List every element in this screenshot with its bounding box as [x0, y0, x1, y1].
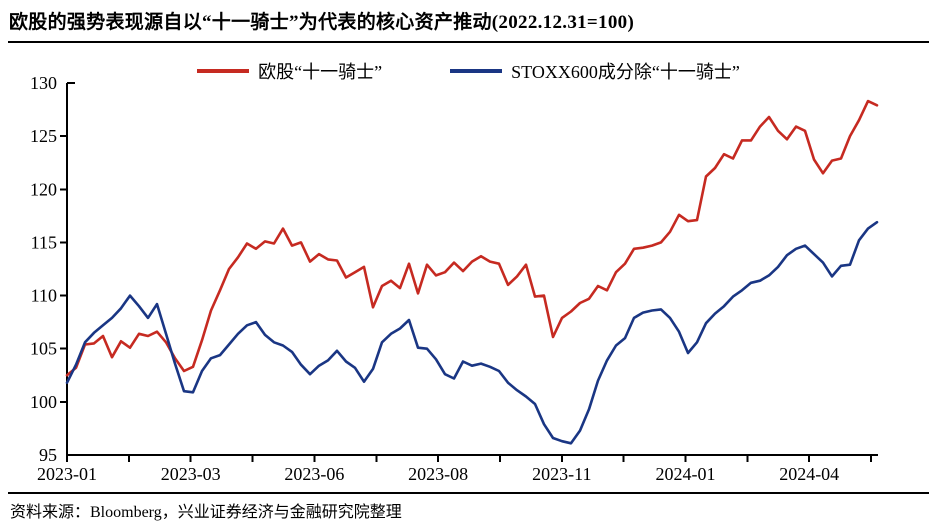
legend-label-blue: STOXX600成分除“十一骑士” — [511, 62, 740, 82]
legend-item-red: 欧股“十一骑士” — [197, 58, 382, 84]
y-tick-label: 100 — [30, 392, 57, 412]
x-tick-label: 2023-06 — [284, 464, 344, 484]
x-tick-label: 2023-03 — [161, 464, 221, 484]
chart-legend: 欧股“十一骑士” STOXX600成分除“十一骑士” — [0, 58, 937, 84]
x-tick-label: 2023-11 — [532, 464, 591, 484]
series-line-red — [65, 99, 879, 377]
y-tick-label: 120 — [30, 179, 57, 199]
y-tick-label: 110 — [31, 286, 57, 306]
page-title: 欧股的强势表现源自以“十一骑士”为代表的核心资产推动(2022.12.31=10… — [9, 12, 635, 33]
title-divider-line — [8, 41, 929, 43]
x-tick-label: 2024-04 — [779, 464, 839, 484]
legend-item-blue: STOXX600成分除“十一骑士” — [450, 58, 740, 84]
legend-line-sample-red — [197, 69, 250, 73]
series-line-blue — [65, 220, 879, 445]
y-tick-label: 130 — [30, 73, 57, 93]
legend-label-red: 欧股“十一骑士” — [258, 62, 383, 82]
x-tick-label: 2023-08 — [408, 464, 468, 484]
source-note: 资料来源：Bloomberg，兴业证券经济与金融研究院整理 — [10, 504, 402, 521]
x-tick-label: 2023-01 — [37, 464, 97, 484]
y-tick-label: 95 — [39, 445, 57, 465]
x-tick-label: 2024-01 — [656, 464, 716, 484]
source-divider-line — [8, 492, 929, 494]
y-tick-label: 125 — [30, 126, 57, 146]
legend-line-sample-blue — [450, 69, 503, 73]
y-tick-label: 115 — [31, 232, 57, 252]
y-tick-label: 105 — [30, 339, 57, 359]
